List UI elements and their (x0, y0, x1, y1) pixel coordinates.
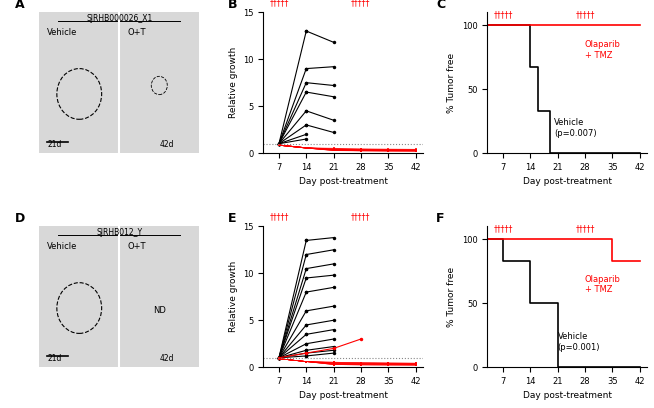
Text: D: D (15, 212, 26, 225)
Text: C: C (436, 0, 445, 11)
Text: †††††: ††††† (351, 213, 371, 222)
Text: Olaparib
+ TMZ: Olaparib + TMZ (585, 40, 621, 60)
Text: †††††: ††††† (493, 224, 513, 233)
Text: †††††: ††††† (576, 10, 594, 19)
Text: Vehicle: Vehicle (47, 28, 78, 37)
Y-axis label: % Tumor free: % Tumor free (447, 267, 456, 327)
Text: 42d: 42d (160, 140, 174, 149)
X-axis label: Day post-treatment: Day post-treatment (523, 392, 612, 401)
Text: F: F (436, 212, 445, 225)
Text: ND: ND (153, 306, 165, 315)
Text: E: E (228, 212, 237, 225)
Text: †††††: ††††† (269, 213, 288, 222)
Text: †††††: ††††† (269, 0, 288, 7)
Text: Vehicle: Vehicle (47, 242, 78, 251)
Text: 21d: 21d (47, 140, 61, 149)
Text: †††††: ††††† (493, 10, 513, 19)
Y-axis label: Relative growth: Relative growth (228, 261, 237, 333)
Text: A: A (15, 0, 25, 11)
Text: SJRHB012_Y: SJRHB012_Y (96, 228, 143, 237)
Text: SJRHB000026_X1: SJRHB000026_X1 (86, 14, 152, 23)
Text: Vehicle
(p=0.007): Vehicle (p=0.007) (554, 118, 596, 138)
Text: Vehicle
(p=0.001): Vehicle (p=0.001) (558, 333, 600, 352)
Y-axis label: Relative growth: Relative growth (228, 47, 237, 118)
Y-axis label: % Tumor free: % Tumor free (447, 53, 456, 113)
Text: B: B (228, 0, 237, 11)
Text: Olaparib
+ TMZ: Olaparib + TMZ (585, 275, 621, 295)
Text: 21d: 21d (47, 354, 61, 363)
X-axis label: Day post-treatment: Day post-treatment (523, 177, 612, 186)
X-axis label: Day post-treatment: Day post-treatment (299, 177, 388, 186)
Text: †††††: ††††† (351, 0, 371, 7)
Text: 42d: 42d (160, 354, 174, 363)
Text: O+T: O+T (128, 28, 146, 37)
Text: O+T: O+T (128, 242, 146, 251)
X-axis label: Day post-treatment: Day post-treatment (299, 392, 388, 401)
Text: †††††: ††††† (576, 224, 594, 233)
